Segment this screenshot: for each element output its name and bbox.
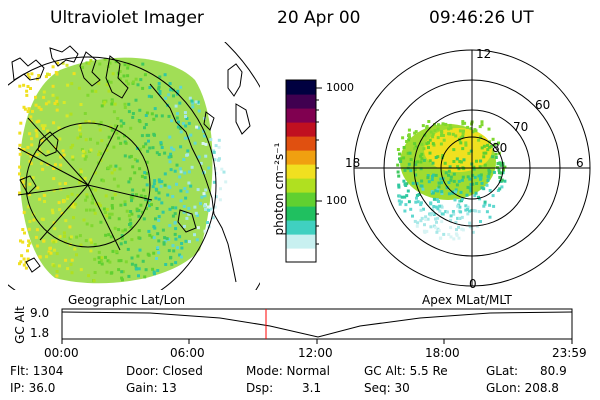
time-axis-ticks [61,339,573,344]
colorbar-frame [285,79,317,263]
colorbar-cell [286,206,316,221]
colorbar-cell [286,164,316,179]
mlat-label-80: 80 [492,141,508,155]
image-time: 09:46:26 UT [429,8,534,28]
status-flight: Flt: 1304 [10,364,64,378]
mlt-label-12: 12 [476,47,492,61]
meridian-lines [17,117,153,251]
colorbar-cell [286,108,316,123]
left-map-label: Geographic Lat/Lon [68,293,186,307]
mlt-label-18: 18 [345,156,361,170]
colorbar-tick-100: 100 [326,194,347,207]
time-tick-2359: 23:59 [552,346,587,360]
colorbar-cell [286,150,316,165]
left-emission-core [19,57,213,284]
altitude-plot [61,308,573,344]
colorbar-cell [286,192,316,207]
status-glat-label: GLat: [486,364,519,378]
time-tick-1200: 12:00 [298,346,333,360]
colorbar [285,79,322,263]
colorbar-ticks [316,87,322,245]
left-emission-image [18,57,228,284]
altitude-ytick-9: 9.0 [30,306,50,320]
colorbar-cell [286,234,316,249]
orbit-altitude-curve [61,311,573,338]
status-door: Door: Closed [126,364,203,378]
time-tick-0600: 06:00 [170,346,205,360]
colorbar-cell [286,136,316,151]
time-tick-1800: 18:00 [425,346,460,360]
time-tick-0000: 00:00 [44,346,79,360]
right-map-label: Apex MLat/MLT [422,293,512,307]
status-gc-alt: GC Alt: 5.5 Re [364,364,448,378]
lat-circle-inner [25,122,151,248]
mlat-label-60: 60 [535,98,551,112]
status-dsp-value: 3.1 [302,381,322,395]
colorbar-cell [286,80,316,95]
status-glat-value: 80.9 [540,364,567,378]
altitude-plot-frame [61,308,573,340]
colorbar-cell [286,122,316,137]
colorbar-unit-label: photon cm⁻²s⁻¹ [272,142,286,236]
colorbar-cell [286,94,316,109]
colorbar-cell [286,220,316,235]
status-dsp-label: Dsp: [246,381,274,395]
image-date: 20 Apr 00 [277,8,361,28]
mlt-label-6: 6 [576,156,584,170]
colorbar-tick-1000: 1000 [326,81,354,94]
colorbar-cell [286,178,316,193]
colorbar-cell [286,248,316,263]
mlat-label-70: 70 [513,120,529,134]
altitude-ylabel: GC Alt [13,306,27,344]
mlt-label-0: 0 [469,277,477,291]
instrument-title: Ultraviolet Imager [50,8,204,28]
geographic-map [8,42,260,290]
status-glon: GLon: 208.8 [486,381,559,395]
polar-map [353,49,591,287]
lat-circle-mid [8,56,217,290]
coastlines [11,45,251,283]
status-seq: Seq: 30 [364,381,410,395]
status-ip: IP: 36.0 [10,381,56,395]
altitude-ytick-1.8: 1.8 [30,326,50,340]
status-mode: Mode: Normal [246,364,330,378]
status-gain: Gain: 13 [126,381,177,395]
